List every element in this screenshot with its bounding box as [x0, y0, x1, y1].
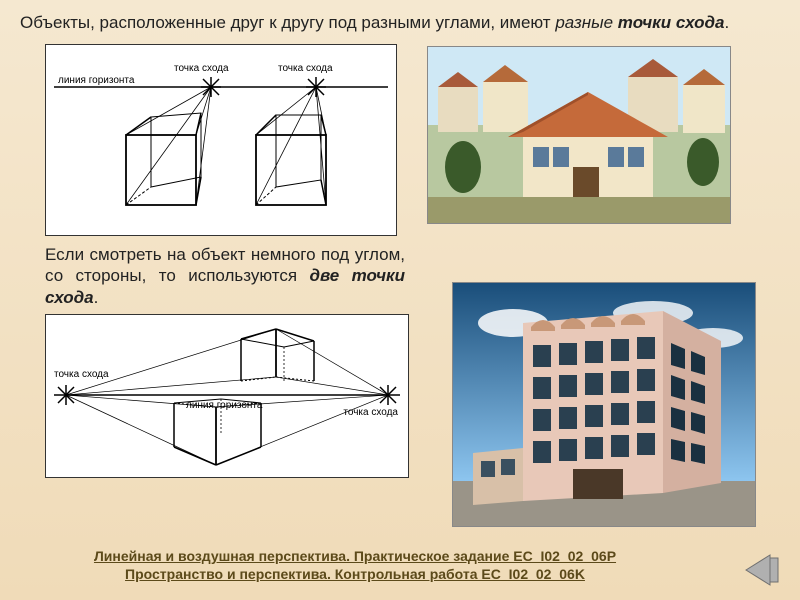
link-test[interactable]: Пространство и перспектива. Контрольная …: [20, 566, 690, 582]
d1-label-horizon: линия горизонта: [58, 75, 134, 86]
d2-label-vp-right: точка схода: [343, 407, 398, 418]
row-1: линия горизонта точка схода точка схода: [20, 44, 780, 236]
p1-text: Объекты, расположенные друг к другу под …: [20, 13, 555, 32]
p1-italic: разные: [555, 13, 617, 32]
footer-links: Линейная и воздушная перспектива. Практи…: [20, 546, 690, 584]
paragraph-1: Объекты, расположенные друг к другу под …: [20, 12, 780, 34]
link-practical[interactable]: Линейная и воздушная перспектива. Практи…: [20, 548, 690, 564]
back-button[interactable]: [742, 552, 786, 588]
d1-label-vp2: точка схода: [278, 63, 333, 74]
d2-label-vp-left: точка схода: [54, 369, 109, 380]
p1-bold: точки схода: [618, 13, 725, 32]
d2-label-horizon: линия горизонта: [186, 400, 262, 411]
d1-label-vp1: точка схода: [174, 63, 229, 74]
diagram-1: линия горизонта точка схода точка схода: [45, 44, 397, 236]
photo-houses: [427, 46, 731, 224]
p2-post: .: [94, 288, 99, 307]
p1-post: .: [724, 13, 729, 32]
diagram-2: точка схода линия горизонта точка схода: [45, 314, 409, 478]
paragraph-2: Если смотреть на объект немного под угло…: [45, 244, 405, 308]
photo-building: [452, 282, 756, 527]
